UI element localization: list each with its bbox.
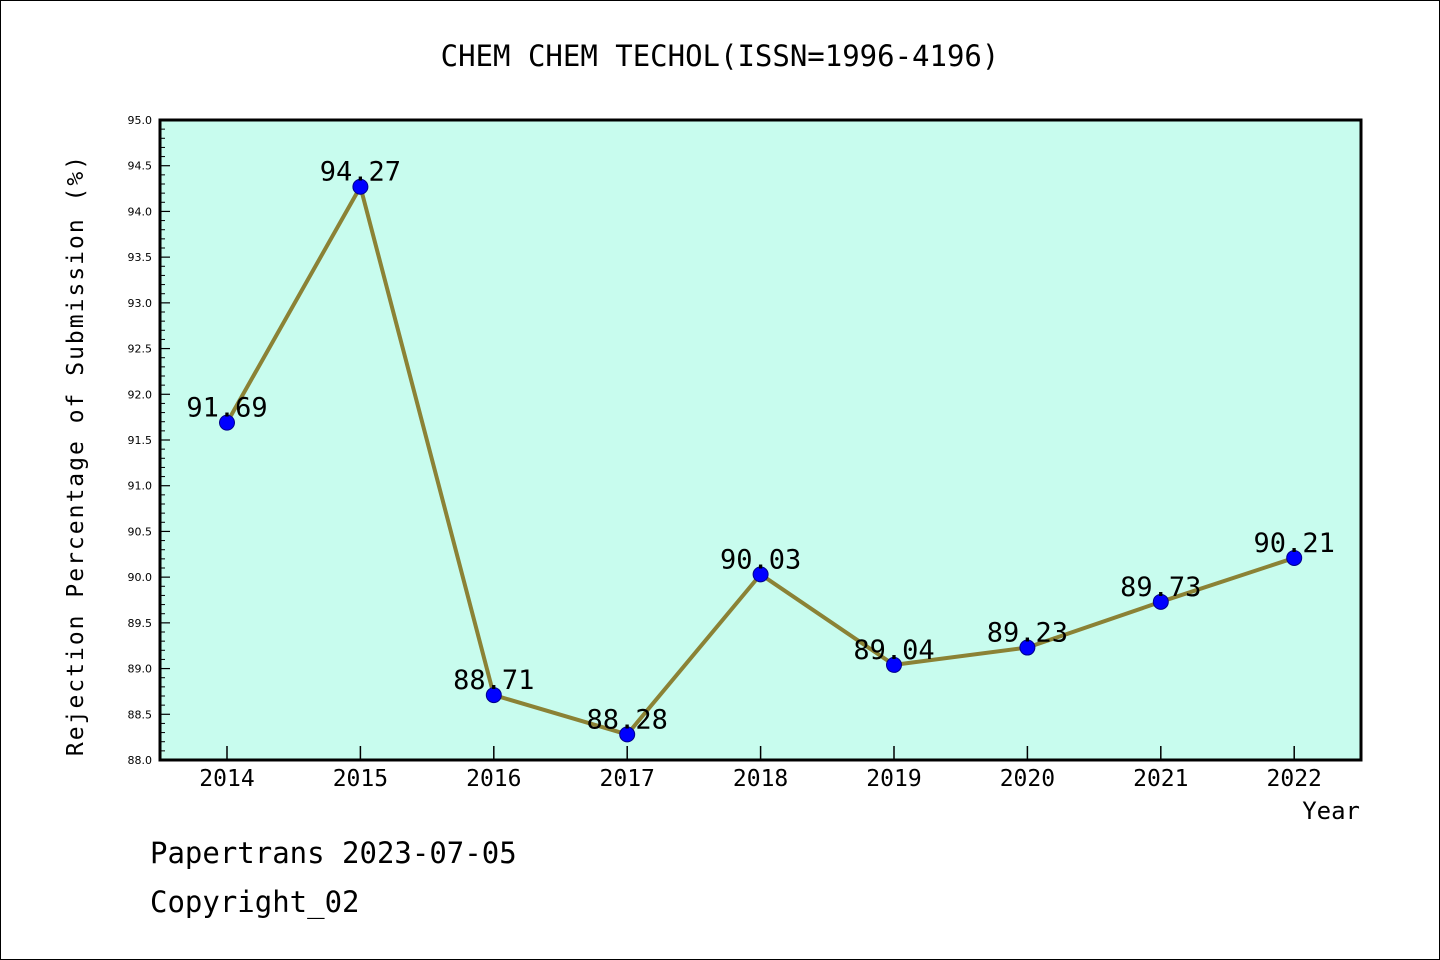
x-axis: 2014 2015 2016 2017 2018 2019 2020 2021 2022	[199, 746, 1322, 792]
y-tick-label: 88.0	[128, 754, 153, 767]
chart-title: CHEM CHEM TECHOL(ISSN=1996-4196)	[441, 39, 1000, 73]
data-point-marker	[485, 687, 502, 704]
y-tick-label: 89.5	[128, 617, 153, 630]
y-tick-label: 94.5	[128, 160, 153, 173]
data-point-marker	[1152, 593, 1169, 610]
data-labels: 91.69 94.27 88.71 88.28 90.03 89.04 89.23 89.73…	[186, 157, 1334, 736]
x-tick-label: 2014	[199, 766, 254, 792]
x-tick-label: 2016	[466, 766, 521, 792]
data-label: 89.23	[987, 618, 1068, 649]
x-tick-label: 2020	[1000, 766, 1055, 792]
series-line-group	[219, 178, 1303, 743]
y-tick-label: 92.5	[128, 343, 153, 356]
data-label: 90.03	[720, 544, 801, 575]
data-label: 88.71	[453, 665, 534, 696]
data-point-marker	[219, 414, 235, 431]
x-tick-label: 2017	[600, 766, 655, 792]
data-label: 90.21	[1254, 528, 1335, 559]
footer-line-1: Papertrans 2023-07-05	[150, 836, 517, 870]
x-tick-label: 2022	[1267, 766, 1322, 792]
y-axis: 88.0 88.5 89.0 89.5 90.0 90.5 91.0 91.5 92.0 92.5…	[128, 114, 170, 767]
y-axis-label: Rejection Percentage of Submission (%)	[63, 154, 89, 756]
plot-border	[158, 118, 1363, 762]
y-tick-label: 92.0	[128, 388, 153, 401]
y-tick-label: 91.5	[128, 434, 153, 447]
footer-line-2: Copyright_02	[150, 885, 360, 919]
x-tick-label: 2019	[866, 766, 921, 792]
data-label: 89.04	[853, 635, 934, 666]
x-tick-label: 2015	[333, 766, 388, 792]
data-point-marker	[886, 656, 902, 673]
y-tick-label: 91.0	[128, 480, 153, 493]
data-label: 94.27	[320, 157, 401, 188]
data-point-marker	[352, 178, 369, 195]
data-label: 89.73	[1120, 572, 1201, 603]
y-tick-label: 90.0	[128, 571, 153, 584]
y-tick-label: 90.5	[128, 525, 153, 538]
y-tick-label: 89.0	[128, 663, 153, 676]
data-label: 91.69	[186, 393, 267, 424]
x-tick-label: 2021	[1133, 766, 1188, 792]
y-tick-label: 95.0	[128, 114, 153, 127]
x-tick-label: 2018	[733, 766, 788, 792]
data-point-marker	[752, 566, 769, 583]
plot-area	[160, 120, 1361, 760]
data-label: 88.28	[587, 704, 668, 735]
y-tick-label: 93.0	[128, 297, 153, 310]
data-point-marker	[619, 726, 636, 743]
y-tick-label: 88.5	[128, 708, 153, 721]
y-tick-label: 94.0	[128, 205, 153, 218]
data-point-marker	[1019, 639, 1036, 656]
y-tick-label: 93.5	[128, 251, 153, 264]
x-axis-label: Year	[1302, 797, 1360, 825]
data-point-marker	[1286, 549, 1303, 566]
